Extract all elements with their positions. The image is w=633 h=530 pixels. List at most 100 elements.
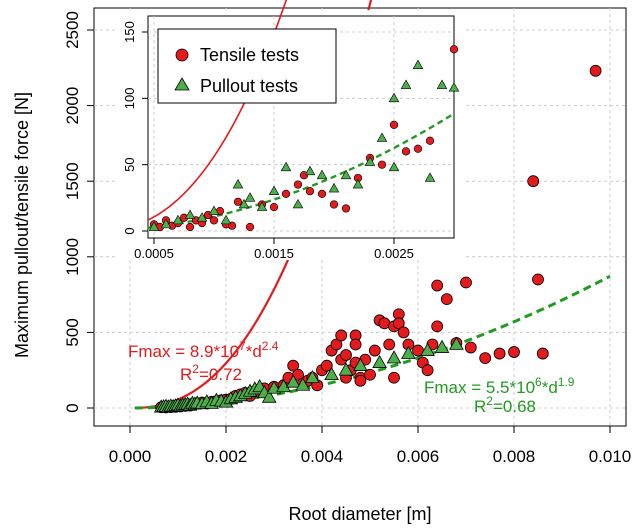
inset-y-tick-label: 100 xyxy=(122,87,137,109)
inset-pullout-point xyxy=(376,132,388,142)
inset-tensile-fit-curve xyxy=(147,0,288,221)
x-tick-label: 0.002 xyxy=(205,447,248,466)
inset-pullout-point xyxy=(436,79,448,89)
tensile-point xyxy=(431,320,444,333)
inset-tensile-point xyxy=(425,136,435,145)
legend-box xyxy=(157,28,337,104)
tensile-point xyxy=(335,329,348,342)
tensile-point xyxy=(383,338,396,351)
inset-pullout-point xyxy=(388,92,400,103)
y-axis-label: Maximum pullout/tensile force [N] xyxy=(12,92,32,358)
x-tick-label: 0.006 xyxy=(397,447,440,466)
inset-scatter-points xyxy=(148,45,460,232)
inset-pullout-point xyxy=(424,172,436,182)
inset-axis-ticks: 0.0005 0.0015 0.0025 0 50 100 150 xyxy=(122,21,414,261)
inset-y-tick-label: 0 xyxy=(122,227,137,234)
inset-pullout-point xyxy=(160,218,172,229)
tensile-point xyxy=(421,364,434,377)
main-plot-frame xyxy=(93,7,627,427)
x-axis-label: Root diameter [m] xyxy=(288,504,431,524)
inset-pullout-point xyxy=(268,185,280,195)
legend-pullout-marker xyxy=(174,77,190,91)
tensile-point xyxy=(340,349,352,361)
tensile-point xyxy=(349,338,362,351)
pullout-point xyxy=(434,339,450,353)
y-tick-label: 0 xyxy=(63,403,82,412)
tensile-point xyxy=(527,175,540,188)
tensile-point xyxy=(292,368,304,381)
inset-pullout-point xyxy=(280,161,292,172)
inset-pullout-point xyxy=(196,212,208,222)
pullout-point xyxy=(295,377,311,391)
inset-tensile-point xyxy=(245,222,255,232)
tensile-point xyxy=(397,326,410,339)
inset-pullout-point xyxy=(220,214,232,225)
tensile-point xyxy=(364,368,376,381)
inset-pullout-point xyxy=(172,214,184,225)
pullout-point xyxy=(324,366,339,381)
legend-tensile-marker xyxy=(175,48,189,62)
pullout-point xyxy=(420,342,435,356)
x-tick-label: 0.000 xyxy=(109,447,152,466)
inset-tensile-point xyxy=(377,160,387,169)
pullout-point xyxy=(372,354,387,368)
tensile-point xyxy=(536,347,549,360)
pullout-point xyxy=(386,350,402,364)
main-scatter-points xyxy=(153,64,602,414)
pullout-fit-r2: R2=0.68 xyxy=(474,394,536,416)
y-tick-label: 1500 xyxy=(63,162,82,200)
inset-tensile-point xyxy=(281,189,291,198)
x-tick-label: 0.010 xyxy=(589,447,632,466)
tensile-point xyxy=(493,347,506,360)
inset-tensile-point xyxy=(413,144,423,153)
inset-tensile-point xyxy=(389,120,399,129)
inset-tensile-point xyxy=(341,204,351,213)
inset-pullout-point xyxy=(340,169,352,180)
inset-pullout-point xyxy=(412,59,424,69)
inset-x-tick-label: 0.0025 xyxy=(374,246,414,261)
inset-tensile-point xyxy=(317,189,327,198)
inset-tensile-point xyxy=(305,187,315,196)
inset-pullout-point xyxy=(292,198,304,209)
tensile-point xyxy=(460,276,472,289)
inset-y-tick-label: 150 xyxy=(122,21,137,43)
tensile-point xyxy=(368,344,381,357)
inset-y-tick-label: 50 xyxy=(122,157,137,171)
inset-pullout-point xyxy=(148,221,160,231)
inset-pullout-point xyxy=(400,79,412,89)
inset-pullout-point xyxy=(244,192,256,202)
pullout-point xyxy=(261,389,277,403)
inset-pullout-point xyxy=(328,182,340,193)
main-axis-ticks: 0.000 0.002 0.004 0.006 0.008 0.0100500100015… xyxy=(63,11,631,466)
y-tick-label: 2000 xyxy=(63,87,82,125)
tensile-point xyxy=(287,359,300,372)
legend-pullout-label: Pullout tests xyxy=(200,76,298,96)
tensile-point xyxy=(589,64,602,77)
tensile-point xyxy=(388,371,400,384)
inset-pullout-point xyxy=(388,161,400,172)
inset-x-tick-label: 0.0015 xyxy=(254,246,294,261)
inset-tensile-point xyxy=(293,180,303,189)
tensile-point xyxy=(464,341,477,354)
tensile-point xyxy=(330,338,343,351)
inset-pullout-point xyxy=(208,205,220,215)
tensile-fit-curve xyxy=(134,0,373,410)
inset-tensile-point xyxy=(233,197,243,206)
inset-pullout-point xyxy=(256,201,268,211)
tensile-point xyxy=(508,346,520,358)
inset-tensile-point xyxy=(269,203,279,212)
inset-pullout-point xyxy=(304,165,316,176)
pullout-point xyxy=(449,336,464,350)
inset-tensile-point xyxy=(449,45,459,54)
inset-pullout-point xyxy=(238,198,250,209)
tensile-point xyxy=(479,352,492,365)
y-tick-label: 2500 xyxy=(63,11,82,49)
legend: Tensile tests Pullout tests xyxy=(157,28,337,104)
tensile-point xyxy=(532,273,544,286)
x-tick-label: 0.008 xyxy=(493,447,536,466)
tensile-point xyxy=(392,317,405,330)
inset-tensile-point xyxy=(401,147,411,156)
inset-tensile-point xyxy=(329,200,339,209)
tensile-fit-equation: Fmax = 8.9*107*d2.4 xyxy=(128,339,279,361)
pullout-point xyxy=(338,362,354,376)
